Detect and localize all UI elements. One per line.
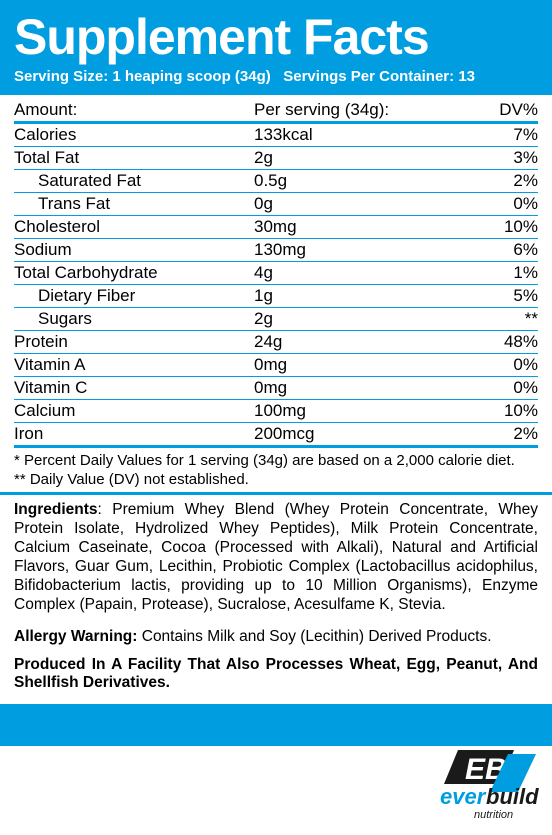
column-header-row: Amount: Per serving (34g): DV%	[14, 99, 538, 124]
nutrient-name: Cholesterol	[14, 216, 254, 238]
facility-statement: Produced In A Facility That Also Process…	[0, 652, 552, 698]
allergy-block: Allergy Warning: Contains Milk and Soy (…	[0, 622, 552, 652]
per-serving-value: 30mg	[254, 216, 468, 238]
svg-text:ever: ever	[440, 784, 487, 809]
table-row: Vitamin C0mg0%	[14, 377, 538, 400]
per-serving-value: 0mg	[254, 354, 468, 376]
dv-value: 3%	[468, 147, 538, 169]
per-serving-value: 200mcg	[254, 423, 468, 445]
per-serving-value: 130mg	[254, 239, 468, 261]
table-row: Calcium100mg10%	[14, 400, 538, 423]
servings-per-value: 13	[458, 68, 475, 85]
per-serving-value: 1g	[254, 285, 468, 307]
dv-value: 0%	[468, 377, 538, 399]
per-serving-value: 4g	[254, 262, 468, 284]
nutrient-name: Total Carbohydrate	[14, 262, 254, 284]
nutrient-name: Protein	[14, 331, 254, 353]
nutrient-name: Calories	[14, 124, 254, 146]
dv-value: **	[468, 308, 538, 330]
per-serving-value: 100mg	[254, 400, 468, 422]
table-row: Iron200mcg2%	[14, 423, 538, 448]
nutrient-name: Dietary Fiber	[14, 285, 254, 307]
bottom-bar	[0, 704, 552, 746]
nutrient-name: Vitamin A	[14, 354, 254, 376]
panel-title: Supplement Facts	[14, 8, 538, 66]
allergy-label: Allergy Warning:	[14, 628, 137, 645]
nutrient-name: Trans Fat	[14, 193, 254, 215]
dv-value: 10%	[468, 216, 538, 238]
table-row: Sodium130mg6%	[14, 239, 538, 262]
table-row: Vitamin A0mg0%	[14, 354, 538, 377]
footnote-2: ** Daily Value (DV) not established.	[14, 471, 538, 490]
allergy-text: Contains Milk and Soy (Lecithin) Derived…	[137, 628, 491, 645]
svg-text:build: build	[486, 784, 539, 809]
dv-value: 1%	[468, 262, 538, 284]
dv-value: 10%	[468, 400, 538, 422]
dv-value: 2%	[468, 170, 538, 192]
dv-value: 48%	[468, 331, 538, 353]
nutrient-name: Iron	[14, 423, 254, 445]
nutrient-name: Saturated Fat	[14, 170, 254, 192]
table-row: Dietary Fiber1g5%	[14, 285, 538, 308]
serving-size-value: 1 heaping scoop (34g)	[112, 68, 270, 85]
table-row: Protein24g48%	[14, 331, 538, 354]
per-serving-value: 133kcal	[254, 124, 468, 146]
table-row: Cholesterol30mg10%	[14, 216, 538, 239]
nutrient-name: Vitamin C	[14, 377, 254, 399]
footnotes: * Percent Daily Values for 1 serving (34…	[0, 448, 552, 495]
svg-text:nutrition: nutrition	[474, 809, 513, 821]
nutrient-name: Sugars	[14, 308, 254, 330]
nutrient-name: Total Fat	[14, 147, 254, 169]
header: Supplement Facts Serving Size: 1 heaping…	[0, 0, 552, 95]
per-serving-value: 0g	[254, 193, 468, 215]
dv-value: 7%	[468, 124, 538, 146]
col-header-per: Per serving (34g):	[254, 99, 468, 121]
per-serving-value: 2g	[254, 147, 468, 169]
table-row: Sugars2g**	[14, 308, 538, 331]
dv-value: 0%	[468, 354, 538, 376]
per-serving-value: 24g	[254, 331, 468, 353]
table-row: Total Fat2g3%	[14, 147, 538, 170]
table-row: Saturated Fat0.5g2%	[14, 170, 538, 193]
nutrient-name: Sodium	[14, 239, 254, 261]
per-serving-value: 2g	[254, 308, 468, 330]
nutrient-name: Calcium	[14, 400, 254, 422]
per-serving-value: 0mg	[254, 377, 468, 399]
ingredients-label: Ingredients	[14, 501, 98, 518]
serving-size-label: Serving Size:	[14, 68, 108, 85]
facts-table: Amount: Per serving (34g): DV% Calories1…	[0, 95, 552, 448]
table-row: Calories133kcal7%	[14, 124, 538, 147]
table-row: Trans Fat0g0%	[14, 193, 538, 216]
ingredients-block: Ingredients: Premium Whey Blend (Whey Pr…	[0, 495, 552, 622]
table-row: Total Carbohydrate4g1%	[14, 262, 538, 285]
dv-value: 0%	[468, 193, 538, 215]
dv-value: 6%	[468, 239, 538, 261]
dv-value: 2%	[468, 423, 538, 445]
servings-per-label: Servings Per Container:	[283, 68, 454, 85]
per-serving-value: 0.5g	[254, 170, 468, 192]
dv-value: 5%	[468, 285, 538, 307]
col-header-dv: DV%	[468, 99, 538, 121]
footnote-1: * Percent Daily Values for 1 serving (34…	[14, 452, 538, 471]
serving-line: Serving Size: 1 heaping scoop (34g) Serv…	[14, 68, 538, 85]
brand-logo: EB ever build nutrition	[402, 748, 542, 831]
col-header-amount: Amount:	[14, 99, 254, 121]
